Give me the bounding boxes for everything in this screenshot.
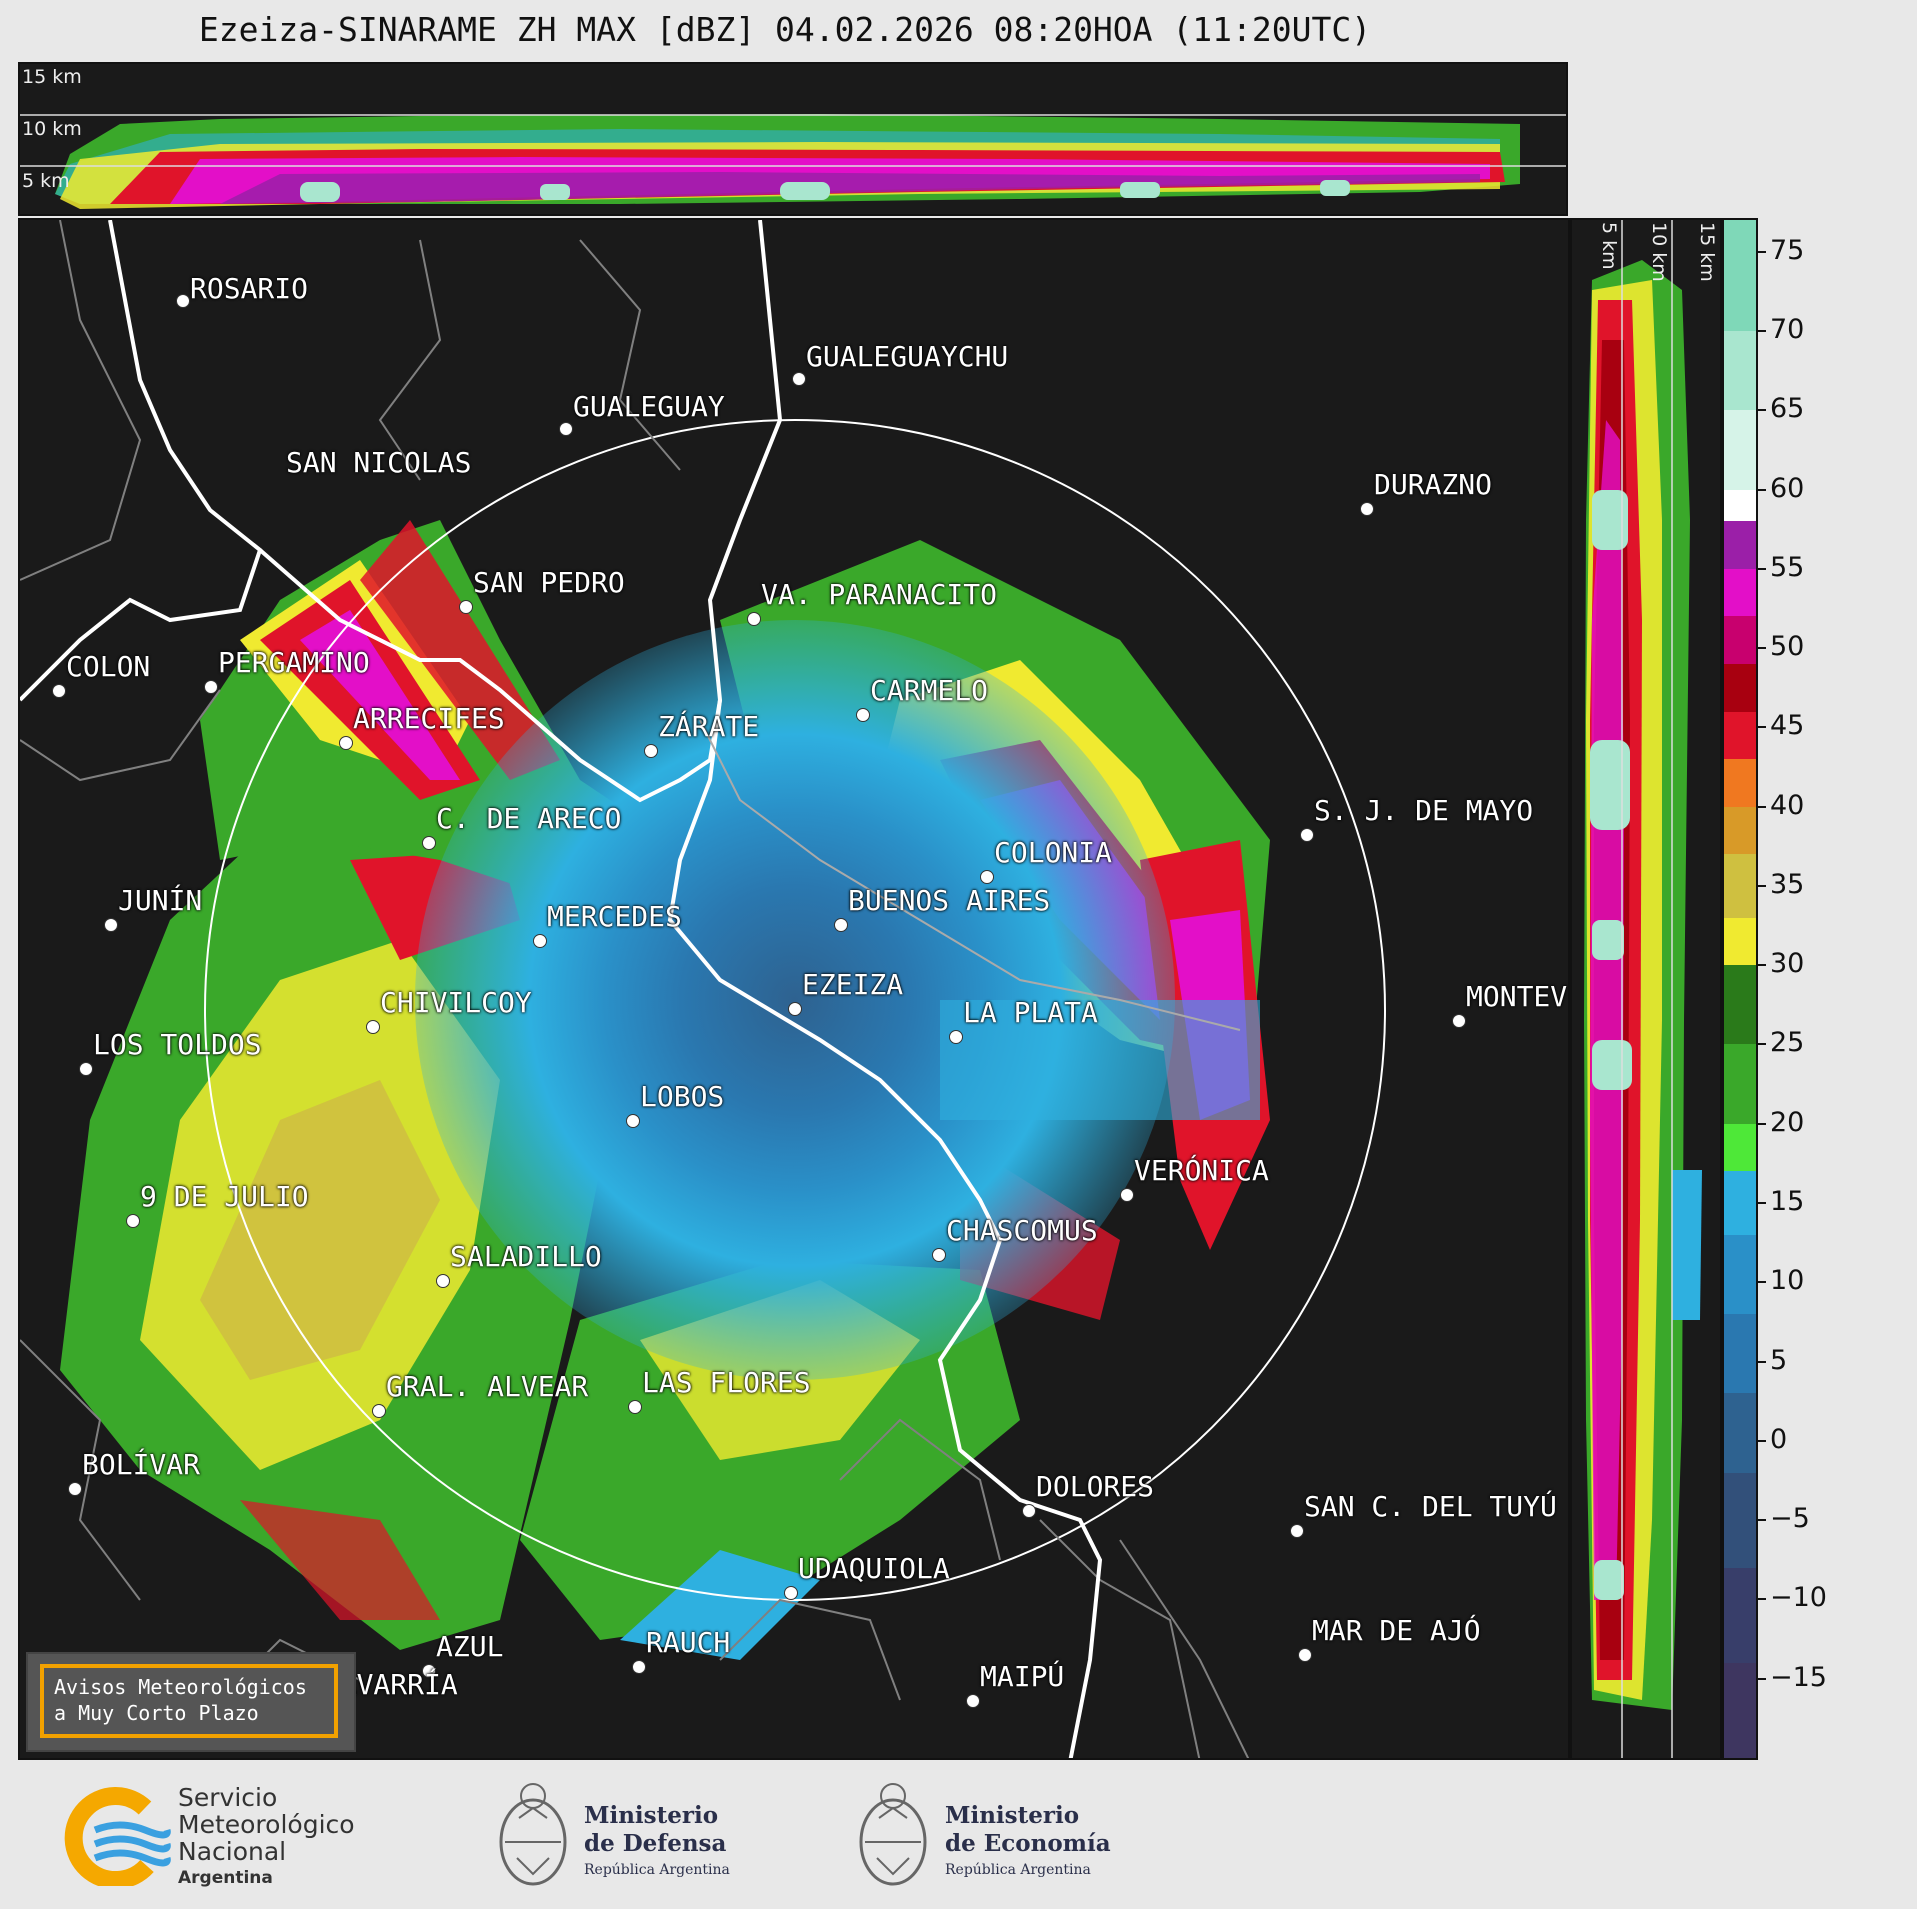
colorbar-tick-mark — [1758, 329, 1766, 332]
aviso-box[interactable]: Avisos Meteorológicos a Muy Corto Plazo — [26, 1652, 356, 1752]
colorbar-segment — [1724, 1044, 1756, 1125]
colorbar-segment — [1724, 854, 1756, 919]
side-profile-graphic — [1584, 220, 1702, 1758]
side-height-profile: 5 km 10 km 15 km — [1570, 218, 1722, 1760]
colorbar-tick-label: 65 — [1770, 393, 1805, 425]
colorbar-segment — [1724, 663, 1756, 713]
smn-logo-icon — [64, 1787, 171, 1886]
colorbar-tick-label: 10 — [1770, 1265, 1805, 1297]
colorbar-tick-mark — [1758, 409, 1766, 412]
colorbar-tick-label: 40 — [1770, 789, 1805, 821]
aviso-line-1: Avisos Meteorológicos — [54, 1675, 307, 1699]
colorbar-tick-label: 70 — [1770, 313, 1805, 345]
smn-logo-text: Servicio Meteorológico Nacional Argentin… — [178, 1783, 355, 1888]
colorbar-tick-mark — [1758, 964, 1766, 967]
colorbar-segment — [1724, 410, 1756, 491]
colorbar-tick-mark — [1758, 1360, 1766, 1363]
colorbar-segment — [1724, 759, 1756, 808]
side-height-label-5: 5 km — [1598, 222, 1620, 270]
colorbar-segment — [1724, 1662, 1756, 1758]
colorbar-tick-label: 35 — [1770, 868, 1805, 900]
top-profile-graphic — [20, 114, 1566, 209]
colorbar-tick-mark — [1758, 805, 1766, 808]
colorbar-tick-label: 0 — [1770, 1423, 1788, 1455]
colorbar-segment — [1724, 220, 1756, 332]
colorbar-tick-mark — [1758, 1519, 1766, 1522]
colorbar-tick-label: 30 — [1770, 948, 1805, 980]
colorbar-segment — [1724, 917, 1756, 967]
colorbar-tick-mark — [1758, 1598, 1766, 1601]
colorbar-segment — [1724, 616, 1756, 665]
colorbar — [1722, 218, 1758, 1760]
colorbar-tick-label: 75 — [1770, 234, 1805, 266]
radar-map-graphic — [20, 220, 1386, 1758]
colorbar-tick-label: 45 — [1770, 710, 1805, 742]
uruguay-coast — [699, 719, 1241, 1031]
radar-map[interactable]: ROSARIO GUALEGUAYCHU GUALEGUAY SAN NICOL… — [18, 218, 1570, 1760]
aviso-line-2: a Muy Corto Plazo — [54, 1701, 259, 1725]
side-height-label-10: 10 km — [1648, 222, 1670, 282]
colorbar-tick-label: 25 — [1770, 1027, 1805, 1059]
colorbar-segment — [1724, 711, 1756, 761]
colorbar-segment — [1724, 489, 1756, 523]
colorbar-segment — [1724, 1567, 1756, 1664]
side-height-label-15: 15 km — [1696, 222, 1718, 282]
colorbar-segment — [1724, 330, 1756, 412]
colorbar-segment — [1724, 1314, 1756, 1395]
colorbar-tick-label: −10 — [1770, 1582, 1827, 1614]
colorbar-tick-mark — [1758, 1202, 1766, 1205]
colorbar-segment — [1724, 1472, 1756, 1569]
colorbar-tick-label: 60 — [1770, 472, 1805, 504]
colorbar-tick-label: 50 — [1770, 631, 1805, 663]
aviso-border: Avisos Meteorológicos a Muy Corto Plazo — [40, 1664, 338, 1738]
colorbar-tick-mark — [1758, 726, 1766, 729]
colorbar-tick-mark — [1758, 1677, 1766, 1680]
colorbar-segment — [1724, 568, 1756, 618]
colorbar-tick-mark — [1758, 1439, 1766, 1442]
colorbar-tick-label: 55 — [1770, 551, 1805, 583]
colorbar-tick-mark — [1758, 884, 1766, 887]
colorbar-segment — [1724, 1171, 1756, 1236]
top-height-label-5: 5 km — [22, 170, 70, 192]
colorbar-segment — [1724, 1234, 1756, 1316]
colorbar-segment — [1724, 1393, 1756, 1474]
range-ring — [204, 419, 1386, 1601]
escudo-defensa-icon — [499, 1783, 567, 1886]
colorbar-tick-label: −15 — [1770, 1661, 1827, 1693]
colorbar-tick-label: 20 — [1770, 1106, 1805, 1138]
colorbar-segment — [1724, 965, 1756, 1046]
colorbar-tick-mark — [1758, 1122, 1766, 1125]
colorbar-tick-mark — [1758, 567, 1766, 570]
coastline — [20, 220, 1103, 1758]
chart-title: Ezeiza-SINARAME ZH MAX [dBZ] 04.02.2026 … — [198, 10, 1372, 49]
colorbar-tick-mark — [1758, 1281, 1766, 1284]
footer: Servicio Meteorológico Nacional Argentin… — [0, 1762, 1917, 1909]
top-height-label-10: 10 km — [22, 118, 82, 140]
colorbar-tick-label: 15 — [1770, 1186, 1805, 1218]
colorbar-tick-mark — [1758, 1043, 1766, 1046]
top-height-label-15: 15 km — [22, 66, 82, 88]
top-height-profile: 15 km 10 km 5 km — [18, 62, 1568, 216]
colorbar-tick-mark — [1758, 488, 1766, 491]
colorbar-tick-mark — [1758, 647, 1766, 650]
colorbar-tick-label: 5 — [1770, 1344, 1788, 1376]
province-borders — [20, 220, 1250, 1758]
colorbar-segment — [1724, 1123, 1756, 1173]
colorbar-tick-mark — [1758, 250, 1766, 253]
colorbar-segment — [1724, 806, 1756, 856]
escudo-economia-icon — [859, 1783, 927, 1886]
colorbar-segment — [1724, 521, 1756, 570]
colorbar-tick-label: −5 — [1770, 1503, 1810, 1535]
